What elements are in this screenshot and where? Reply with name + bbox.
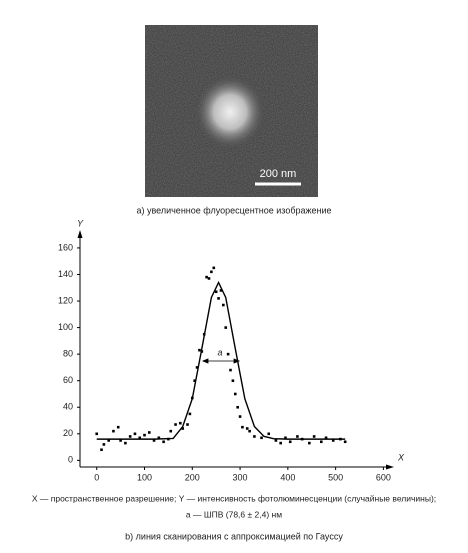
x-tick-label: 0: [94, 472, 99, 482]
data-point: [274, 439, 278, 442]
data-point: [169, 429, 173, 433]
fwhm-label: a: [217, 347, 222, 357]
x-tick-label: 100: [137, 472, 152, 482]
data-point: [138, 436, 142, 440]
y-tick-label: 160: [58, 242, 73, 252]
x-axis-arrow: [386, 464, 394, 470]
x-tick-label: 300: [233, 472, 248, 482]
data-point: [119, 439, 122, 442]
y-tick-label: 0: [68, 455, 73, 465]
data-point: [195, 366, 199, 369]
data-point: [224, 326, 228, 329]
data-point: [260, 436, 263, 440]
data-point: [233, 392, 237, 396]
fwhm-arrow: [201, 358, 241, 364]
data-point: [152, 439, 156, 442]
data-point: [112, 429, 115, 433]
data-point: [147, 431, 151, 434]
y-tick-label: 100: [58, 322, 73, 332]
legend-line: a — ШПВ (78,6 ± 2,4) нм: [186, 509, 282, 519]
x-axis-label: X: [397, 452, 405, 462]
data-point: [308, 441, 311, 445]
data-point: [319, 440, 323, 444]
x-tick-label: 500: [328, 472, 343, 482]
data-point: [107, 439, 110, 442]
fluorescence-image: 200 nm: [145, 25, 318, 197]
scale-bar-label: 200 nm: [260, 168, 297, 180]
data-point: [128, 435, 132, 438]
data-point: [133, 432, 137, 436]
data-point: [162, 440, 165, 444]
data-point: [102, 443, 106, 446]
data-point: [116, 425, 120, 429]
data-point: [222, 303, 225, 307]
data-point: [179, 421, 182, 425]
x-tick-label: 400: [280, 472, 295, 482]
y-axis-arrow: [77, 230, 83, 238]
data-point: [212, 266, 216, 270]
data-point: [198, 348, 201, 352]
data-point: [236, 405, 239, 409]
y-tick-label: 40: [63, 402, 73, 412]
data-point: [241, 425, 244, 429]
y-tick-label: 140: [58, 269, 73, 279]
data-point: [193, 379, 196, 383]
legend-line: X — пространственное разрешение; Y — инт…: [32, 493, 436, 503]
y-tick-label: 20: [63, 428, 73, 438]
data-point: [343, 440, 347, 444]
data-point: [210, 270, 213, 274]
data-point: [188, 412, 192, 416]
data-point: [238, 415, 242, 418]
data-point: [181, 427, 185, 430]
data-point: [284, 436, 287, 440]
data-point: [143, 433, 146, 437]
data-point: [312, 435, 316, 438]
data-point: [219, 289, 223, 292]
data-point: [245, 427, 249, 430]
y-axis-label: Y: [77, 218, 84, 228]
data-point: [331, 439, 335, 442]
data-point: [124, 441, 127, 445]
data-point: [296, 435, 299, 438]
data-point: [229, 368, 232, 372]
data-point: [217, 297, 220, 300]
x-tick-label: 600: [376, 472, 391, 482]
data-point: [324, 436, 328, 440]
y-tick-label: 120: [58, 295, 73, 305]
data-point: [288, 440, 292, 444]
data-point: [100, 448, 103, 452]
gaussian-fit: [96, 280, 346, 440]
data-point: [226, 352, 230, 356]
chart-caption: b) линия сканирования с аппроксимацией п…: [125, 531, 343, 541]
data-point: [231, 379, 235, 383]
data-point: [267, 432, 271, 436]
data-point: [253, 435, 256, 438]
data-point: [205, 275, 208, 279]
data-point: [157, 436, 161, 440]
data-point: [279, 441, 282, 445]
image-caption: a) увеличенное флуоресцентное изображени…: [136, 205, 331, 215]
data-point: [214, 290, 218, 294]
data-point: [248, 429, 251, 433]
data-point: [174, 423, 177, 426]
x-tick-label: 200: [185, 472, 200, 482]
y-tick-label: 60: [63, 375, 73, 385]
data-point: [207, 277, 211, 280]
data-point: [95, 432, 99, 436]
y-tick-label: 80: [63, 349, 73, 359]
data-point: [186, 423, 189, 426]
